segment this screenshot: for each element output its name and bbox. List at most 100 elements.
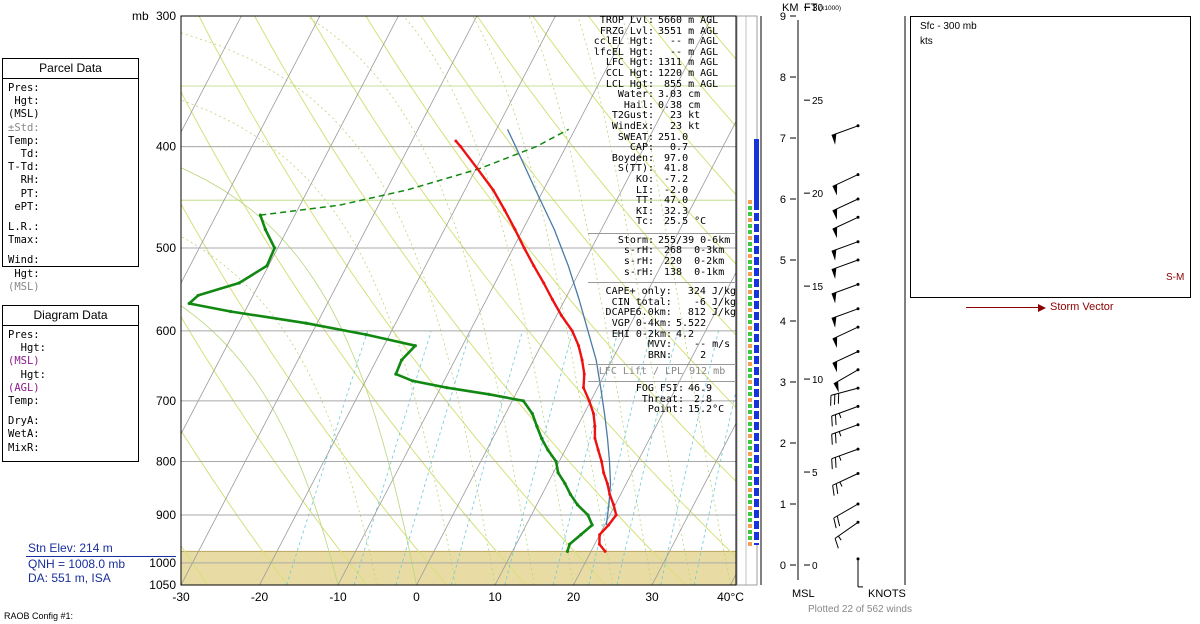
- pressure-tick-label: 400: [156, 140, 176, 154]
- wind-barb: [830, 387, 859, 396]
- strip-gap: [754, 419, 759, 422]
- index-value: 47.0: [654, 195, 688, 207]
- index-row: FOG FSI: 46.9: [588, 383, 736, 395]
- mixing-ratio-line: [616, 330, 679, 585]
- hodograph-sm-label: S-M: [1166, 272, 1184, 283]
- dry-adiabat: [181, 203, 447, 585]
- mixing-ratio-line: [353, 330, 432, 585]
- wind-barb: [831, 125, 859, 136]
- config-label: RAOB Config #1:: [4, 611, 73, 621]
- index-row: Storm: 255/39 0-6km: [588, 235, 736, 247]
- hodograph-unit: kts: [920, 36, 933, 47]
- wind-barb-point: [856, 502, 860, 506]
- strip-mark: [748, 320, 752, 324]
- index-row: FRZG Lvl: 3551 m AGL: [588, 26, 736, 38]
- isotherm: [0, 16, 163, 585]
- plotted-winds-note: Plotted 22 of 562 winds: [808, 604, 912, 615]
- dry-adiabat: [181, 90, 527, 585]
- temperature-point: [577, 344, 581, 348]
- index-value: -- m AGL: [654, 37, 718, 48]
- index-value: 32.3: [654, 206, 688, 218]
- pressure-tick-label: 600: [156, 324, 176, 338]
- temperature-tick-label: -10: [329, 590, 347, 604]
- dewpoint-point: [258, 213, 262, 217]
- strip-mark: [748, 482, 752, 486]
- strip-mark: [748, 212, 752, 216]
- strip-gap: [754, 353, 759, 356]
- index-row: T2Gust: 23 kt: [588, 111, 736, 122]
- wind-barb: [833, 503, 859, 519]
- index-row: CAPE+ only: 324 J/kg: [588, 287, 736, 298]
- wind-barb: [833, 369, 859, 385]
- indices-group-cape: CAPE+ only: 324 J/kg CIN total: -6 J/kg DC…: [588, 287, 736, 361]
- wind-half-feather: [838, 455, 842, 461]
- wind-barb-point: [856, 472, 860, 475]
- knots-label: KNOTS: [868, 588, 906, 600]
- diagram-field: (MSL): [8, 355, 138, 368]
- wind-pennant: [831, 316, 837, 328]
- index-row: LFC Hgt: 1311 m AGL: [588, 58, 736, 69]
- strip-mark: [748, 266, 752, 270]
- pressure-tick-label: 1000: [149, 556, 176, 570]
- dry-adiabat: [532, 16, 736, 265]
- wind-barb-point: [856, 307, 860, 311]
- index-row: S(TT): 41.8: [588, 164, 736, 175]
- index-label: EHI 0-2km:: [588, 329, 672, 341]
- temperature-point: [603, 549, 607, 553]
- parcel-field: Tmax:: [8, 234, 138, 247]
- ft-tick-label: 0: [812, 561, 818, 572]
- wind-half-feather: [838, 413, 842, 419]
- strip-gap: [754, 265, 759, 268]
- dewpoint-point: [563, 482, 567, 486]
- strip-mark: [748, 410, 752, 414]
- isotherm: [181, 16, 478, 585]
- index-label: s-rH:: [588, 246, 654, 257]
- diagram-data-title: Diagram Data: [3, 306, 138, 326]
- km-tick-label: 8: [780, 72, 786, 84]
- strip-gap: [754, 298, 759, 301]
- parcel-field: Hgt:: [8, 95, 138, 108]
- strip-mark: [748, 236, 752, 240]
- strip-gap: [754, 331, 759, 334]
- wind-feather: [831, 415, 833, 427]
- wind-feather: [833, 517, 837, 529]
- index-row: Hail: 0.38 cm: [588, 100, 736, 112]
- hodograph-panel[interactable]: [910, 16, 1191, 298]
- strip-gap: [754, 463, 759, 466]
- index-value: 41.8: [654, 164, 688, 175]
- wind-barb: [832, 174, 859, 187]
- isotherm: [181, 16, 321, 284]
- index-label: lfcEL Hgt:: [588, 47, 654, 59]
- wind-barb: [831, 283, 859, 295]
- wind-barb-point: [856, 368, 860, 372]
- mixing-ratio-line: [286, 330, 369, 585]
- index-value: 1311 m AGL: [654, 58, 718, 69]
- strip-mark: [748, 416, 752, 420]
- strip-mark: [748, 332, 752, 336]
- strip-mark: [748, 362, 752, 366]
- km-tick-label: 6: [780, 194, 786, 206]
- dewpoint-point: [487, 392, 491, 396]
- ft-tick-label: 5: [812, 468, 818, 479]
- index-row: lfcEL Hgt: -- m AGL: [588, 47, 736, 59]
- index-value: -- m AGL: [654, 47, 718, 59]
- temperature-point: [600, 459, 604, 463]
- dewpoint-point: [187, 301, 191, 306]
- isotherm: [0, 16, 84, 585]
- dry-adiabat: [181, 315, 368, 585]
- strip-mark: [748, 296, 752, 300]
- dewpoint-trace: [187, 214, 594, 552]
- index-value: 220 0-2km: [654, 256, 724, 268]
- temperature-tick-label: 40°C: [717, 590, 744, 604]
- strip-gap: [754, 375, 759, 378]
- isotherm: [181, 16, 242, 133]
- index-label: S(TT):: [588, 164, 654, 175]
- wind-half-feather: [839, 481, 843, 487]
- strip-gap: [754, 364, 759, 367]
- indices-group-storm: Storm: 255/39 0-6km s-rH: 268 0-3km s-rH: 2…: [588, 235, 736, 278]
- isotherm: [0, 16, 6, 585]
- wind-barb: [831, 448, 859, 460]
- dry-adiabat: [421, 16, 736, 409]
- index-label: FOG FSI:: [588, 383, 684, 395]
